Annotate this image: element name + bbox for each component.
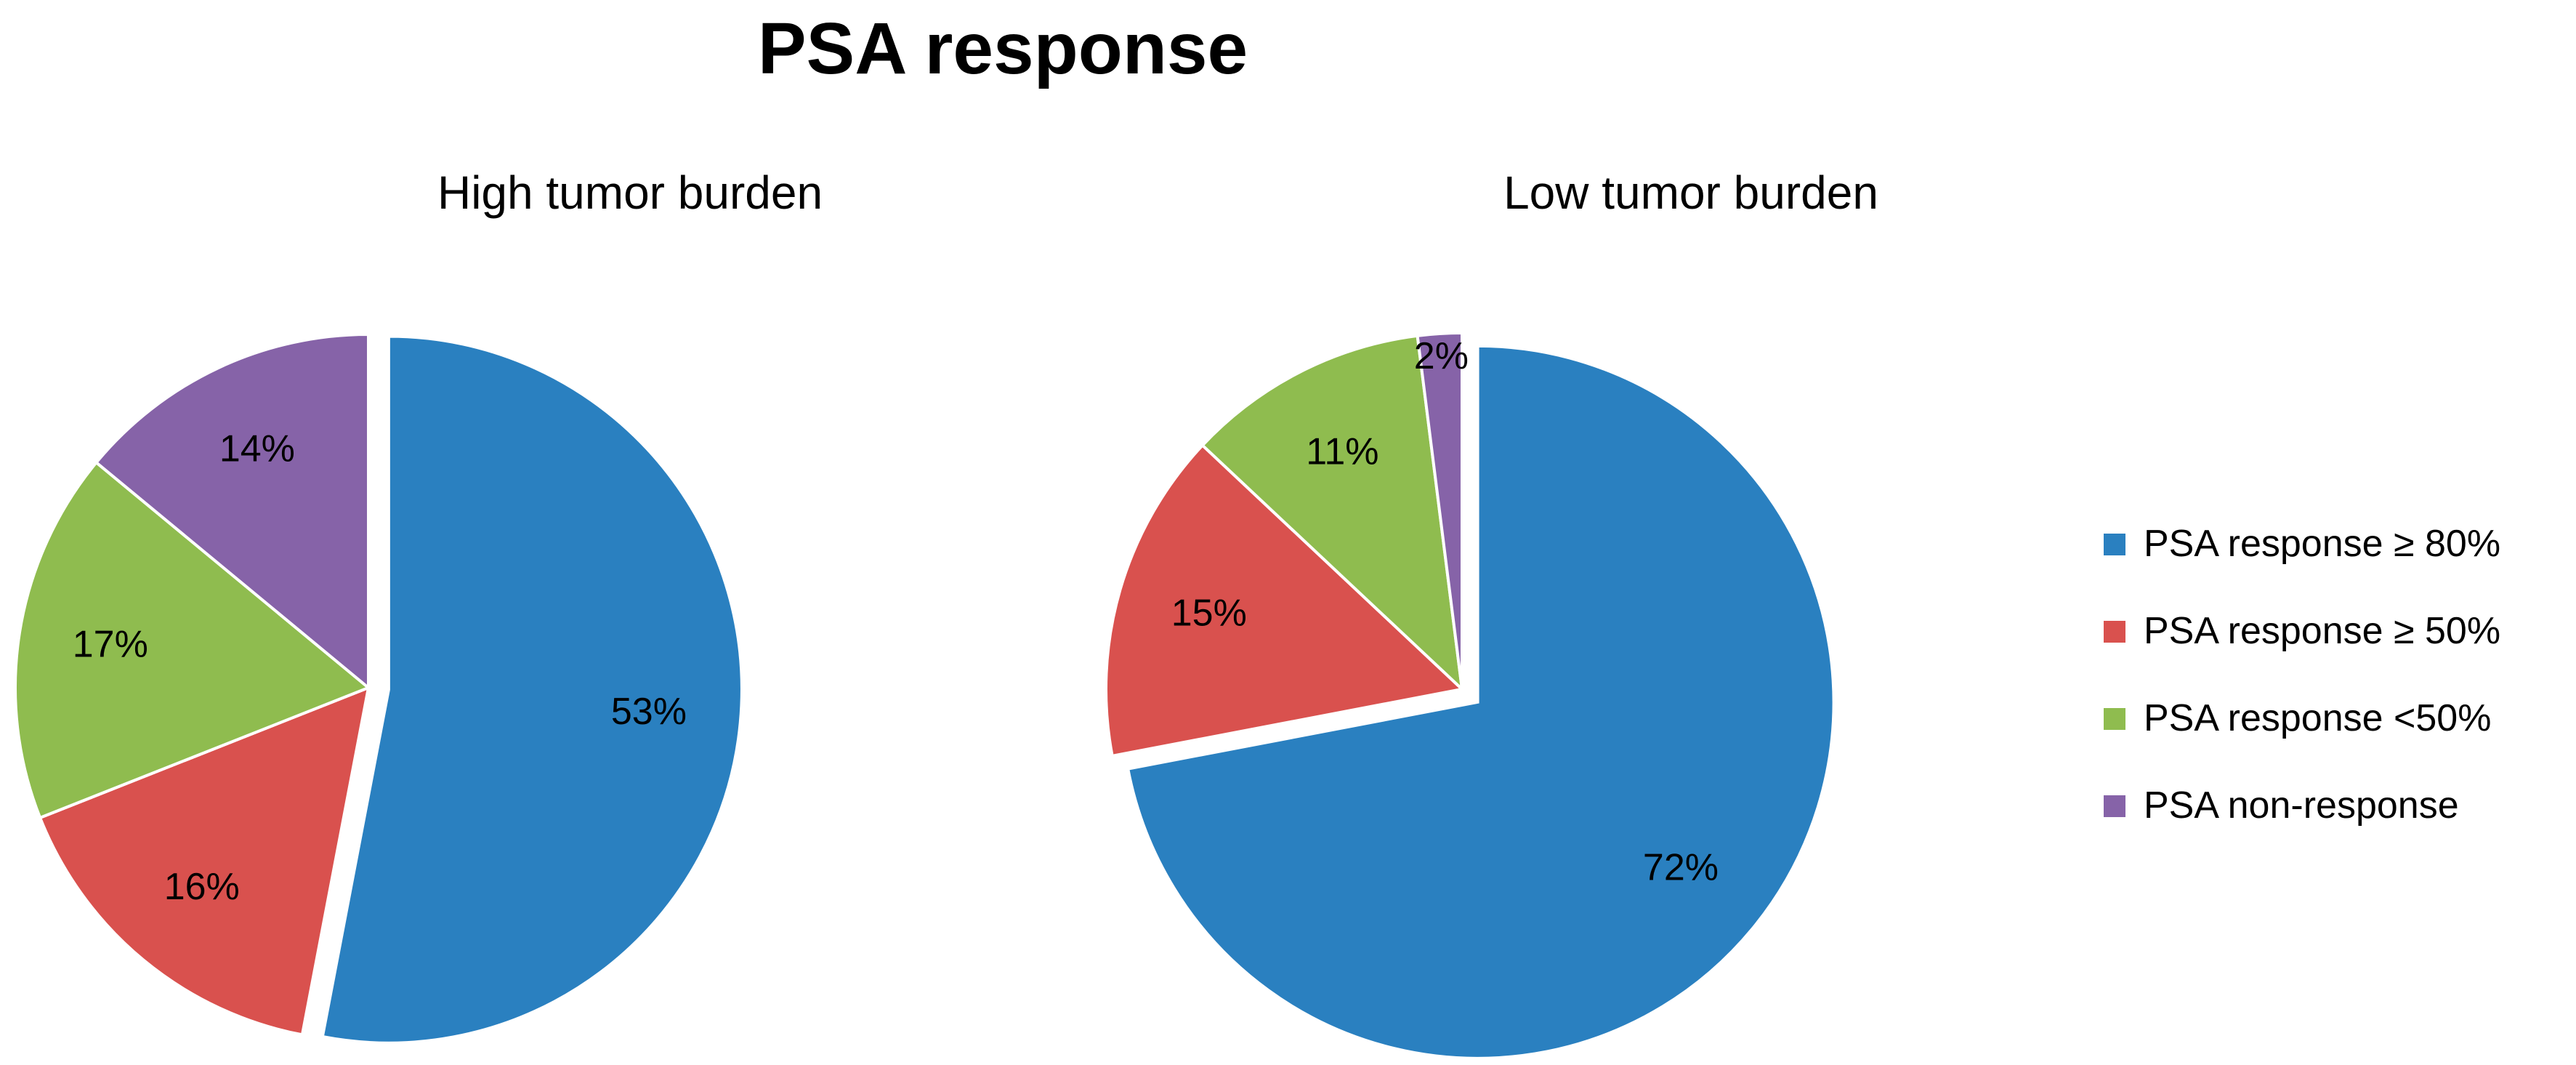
pie-high-tumor-burden: 53% 16% 17% 14% — [14, 332, 743, 1045]
pie-slice — [14, 460, 371, 820]
slice-data-label: 17% — [73, 623, 148, 665]
pie-slice — [1416, 331, 1463, 690]
legend-label: PSA response ≥ 80% — [2144, 523, 2501, 565]
pie-slice — [1126, 344, 1836, 1060]
pie-slice — [38, 685, 371, 1037]
pie-slice — [320, 334, 743, 1045]
legend-swatch — [2104, 708, 2125, 730]
legend-swatch — [2104, 534, 2125, 555]
chart-title: PSA response — [757, 8, 1248, 89]
slice-data-label: 2% — [1414, 335, 1469, 377]
pie-low-tumor-burden: 72% 15% 11% 2% — [1105, 331, 1836, 1060]
pie-title-low-tumor-burden: Low tumor burden — [1503, 166, 1878, 219]
slice-data-label: 72% — [1643, 847, 1719, 889]
legend-label: PSA response <50% — [2144, 697, 2492, 739]
slice-data-label: 14% — [219, 427, 295, 470]
legend-label: PSA non-response — [2144, 784, 2459, 827]
legend-swatch — [2104, 795, 2125, 817]
legend-label: PSA response ≥ 50% — [2144, 610, 2501, 652]
pie-slice — [94, 332, 370, 691]
slice-data-label: 15% — [1171, 592, 1247, 635]
slice-data-label: 16% — [164, 866, 240, 908]
pie-title-high-tumor-burden: High tumor burden — [437, 166, 823, 219]
pie-slice — [1105, 443, 1466, 758]
pie-slice — [1200, 334, 1464, 694]
legend-swatch — [2104, 621, 2125, 643]
slice-data-label: 53% — [611, 691, 687, 733]
slice-data-label: 11% — [1306, 431, 1378, 473]
